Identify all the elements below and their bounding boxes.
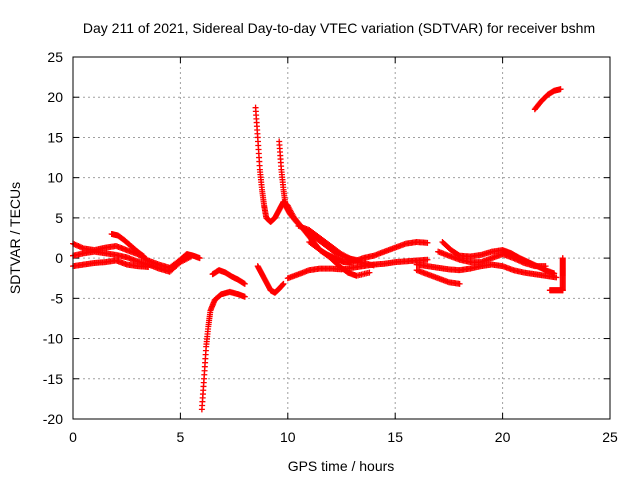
x-axis-label: GPS time / hours <box>288 458 395 474</box>
series-arc-o <box>439 239 558 277</box>
y-tick-label: -5 <box>51 290 64 306</box>
x-tick-label: 10 <box>280 429 296 445</box>
data-point <box>553 274 560 281</box>
y-tick-label: -15 <box>43 371 63 387</box>
data-point <box>140 253 147 260</box>
series-arc-p <box>413 261 560 281</box>
y-tick-label: 0 <box>55 250 63 266</box>
data-point <box>370 262 377 269</box>
y-tick-label: -10 <box>43 331 63 347</box>
data-point <box>424 239 431 246</box>
series-arc-j <box>295 222 377 269</box>
series-arc-q <box>531 86 564 113</box>
x-tick-label: 0 <box>69 429 77 445</box>
data-point <box>347 256 354 263</box>
data-point <box>145 263 152 270</box>
data-point <box>186 254 193 261</box>
data-point <box>557 86 564 93</box>
x-axis-ticks: 0 5 10 15 20 25 <box>69 57 618 445</box>
data-point <box>196 255 203 262</box>
series-arc-k <box>306 239 373 279</box>
series-arc-g <box>252 104 431 266</box>
grid-lines <box>73 57 610 419</box>
y-tick-label: 10 <box>47 170 63 186</box>
series-arc-m <box>413 267 463 287</box>
series-arc-l <box>254 263 287 296</box>
plot-frame <box>72 56 611 420</box>
y-tick-label: 15 <box>47 129 63 145</box>
x-tick-label: 5 <box>177 429 185 445</box>
x-tick-label: 25 <box>602 429 618 445</box>
data-point <box>366 269 373 276</box>
data-point <box>280 280 287 287</box>
series-arc-c <box>70 257 152 270</box>
series-arc-s <box>559 255 566 294</box>
data-point <box>188 253 195 260</box>
x-tick-label: 20 <box>495 429 511 445</box>
series-arc-f <box>209 267 248 287</box>
data-point <box>456 280 463 287</box>
y-axis-ticks: -20 -15 -10 -5 0 5 10 15 20 25 <box>43 49 610 427</box>
y-tick-label: 20 <box>47 89 63 105</box>
data-point <box>559 287 566 294</box>
y-tick-label: -20 <box>43 411 63 427</box>
data-points <box>70 86 566 413</box>
data-point <box>424 256 431 263</box>
y-tick-label: 25 <box>47 49 63 65</box>
x-tick-label: 15 <box>387 429 403 445</box>
series-arc-d <box>108 230 147 260</box>
chart-title: Day 211 of 2021, Sidereal Day-to-day VTE… <box>83 20 595 36</box>
data-point <box>241 280 248 287</box>
y-axis-label: SDTVAR / TECUs <box>7 182 23 294</box>
data-point <box>241 293 248 300</box>
y-tick-label: 5 <box>55 210 63 226</box>
series-arc-e <box>198 288 248 413</box>
